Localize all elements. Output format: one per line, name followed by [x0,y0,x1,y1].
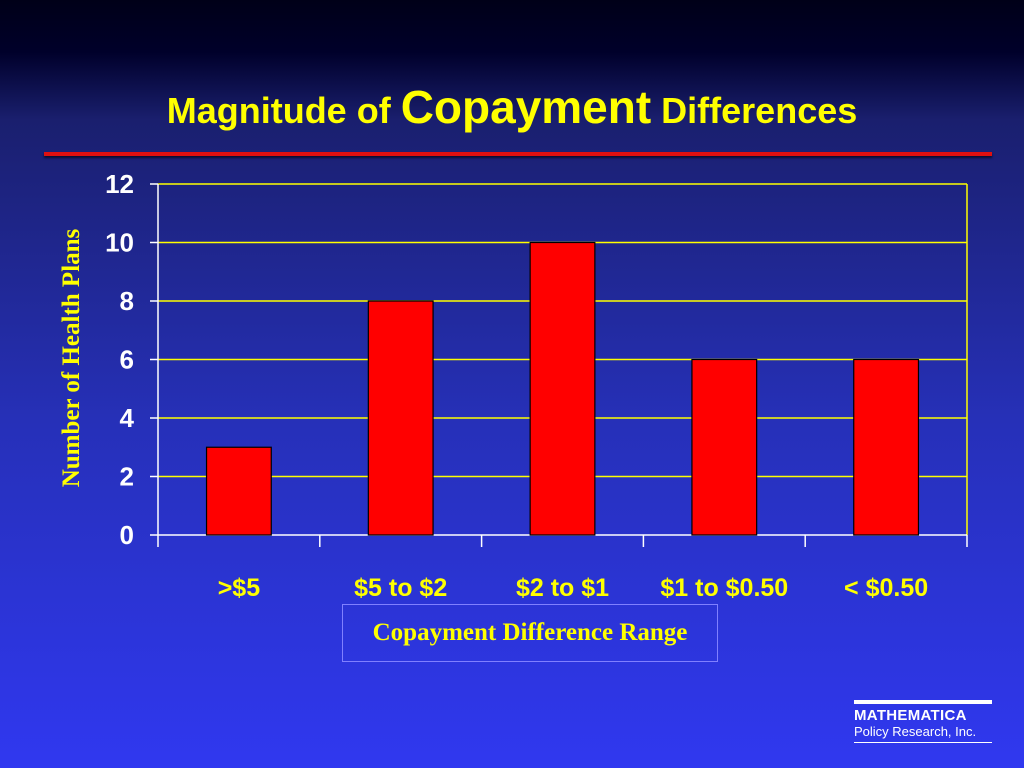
y-tick-label: 6 [120,345,134,375]
x-tick-label: < $0.50 [844,574,928,602]
logo-name: MATHEMATICA [854,707,967,724]
mathematica-logo: MATHEMATICA Policy Research, Inc. [854,700,992,743]
y-tick-label: 10 [105,228,134,258]
x-tick-label: $5 to $2 [354,574,447,602]
bar [205,446,272,536]
bar [529,241,596,536]
x-tick-label: >$5 [218,574,261,602]
title-part-3: Differences [651,90,858,131]
slide-title: Magnitude of Copayment Differences [0,80,1024,134]
logo-subtitle: Policy Research, Inc. [854,724,992,743]
y-tick-label: 0 [120,520,134,550]
title-part-1: Magnitude of [166,90,401,131]
bar-chart: 0 2 4 6 8 10 12 >$5 $5 to $2 $2 to $1 $1 to $0.50 <… [105,169,968,602]
bar [853,358,920,536]
x-tick-label: $1 to $0.50 [660,574,788,602]
x-axis-label-box: Copayment Difference Range [342,604,718,662]
title-divider [44,152,992,156]
y-tick-label: 4 [120,403,135,433]
bar [691,358,758,536]
y-tick-label: 8 [120,286,134,316]
x-tick-label: $2 to $1 [516,574,609,602]
logo-bar [854,700,992,704]
x-axis-label: Copayment Difference Range [372,619,688,646]
y-tick-label: 12 [105,169,134,199]
y-tick-label: 2 [120,462,134,492]
title-part-2: Copayment [400,81,652,133]
bar [367,300,434,536]
